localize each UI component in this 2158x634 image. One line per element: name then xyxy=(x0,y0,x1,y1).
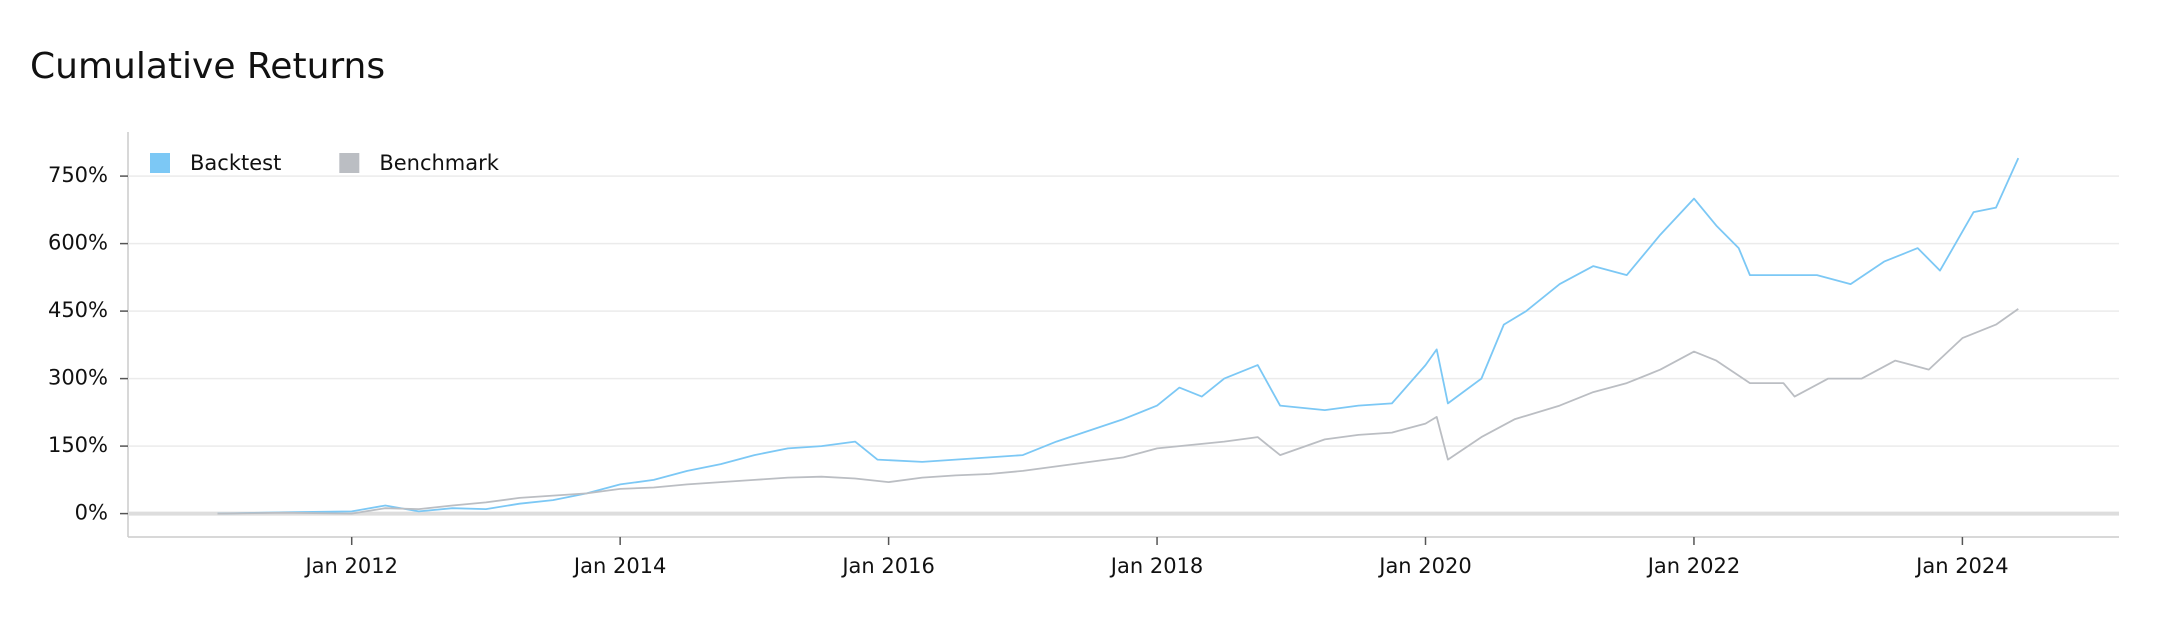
series-line xyxy=(217,157,2020,515)
legend-label: Benchmark xyxy=(379,151,499,175)
x-tick-label: Jan 2014 xyxy=(572,554,667,578)
series-line xyxy=(217,308,2019,515)
y-tick-label: 450% xyxy=(48,298,108,322)
x-tick-label: Jan 2018 xyxy=(1109,554,1204,578)
chart-title: Cumulative Returns xyxy=(30,46,385,87)
x-tick-label: Jan 2024 xyxy=(1914,554,2009,578)
y-tick-label: 750% xyxy=(48,163,108,187)
y-tick-label: 0% xyxy=(75,501,108,525)
x-tick-label: Jan 2020 xyxy=(1377,554,1472,578)
x-tick-label: Jan 2016 xyxy=(840,554,935,578)
x-tick-label: Jan 2022 xyxy=(1646,554,1741,578)
legend-swatch xyxy=(339,153,360,173)
legend-label: Backtest xyxy=(190,151,281,175)
y-tick-label: 300% xyxy=(48,366,108,390)
y-tick-label: 150% xyxy=(48,433,108,457)
y-tick-label: 600% xyxy=(48,231,108,255)
legend-swatch xyxy=(150,153,170,173)
x-tick-label: Jan 2012 xyxy=(303,554,398,578)
